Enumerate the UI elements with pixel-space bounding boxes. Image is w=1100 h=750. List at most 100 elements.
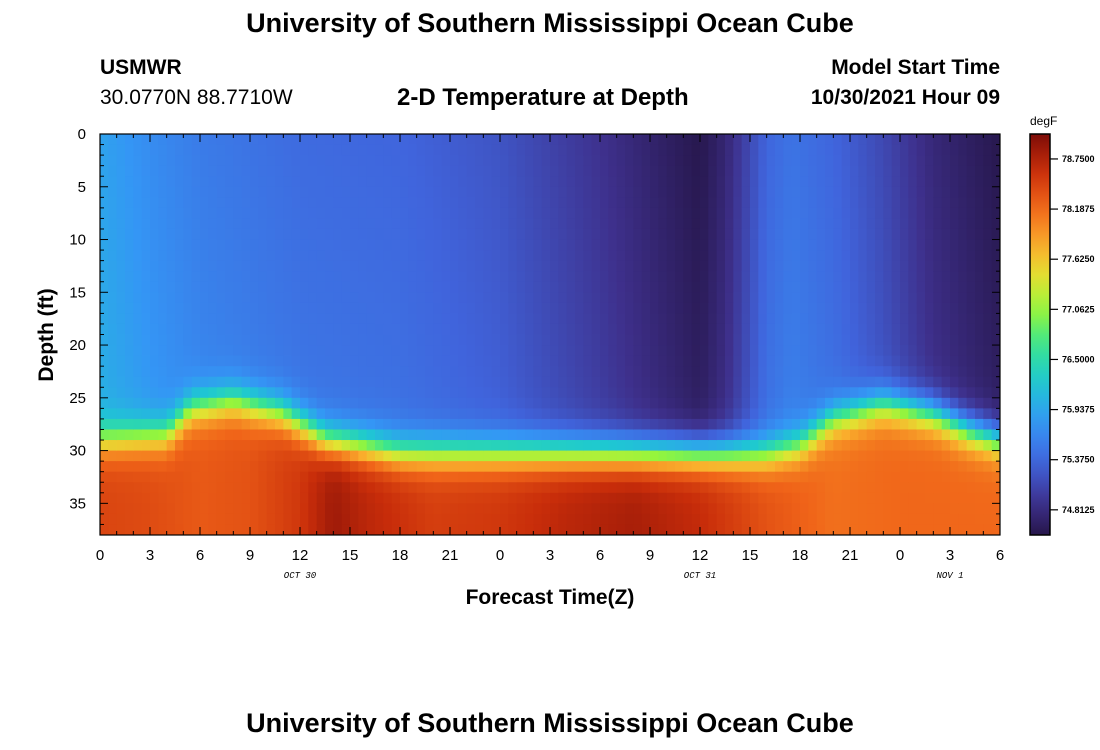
heatmap-cell [908, 345, 918, 357]
heatmap-cell [566, 228, 576, 241]
heatmap-cell [716, 376, 726, 388]
heatmap-cell [933, 461, 943, 473]
heatmap-cell [958, 207, 968, 220]
heatmap-cell [516, 207, 526, 220]
heatmap-cell [625, 260, 634, 272]
heatmap-cell [325, 176, 334, 188]
heatmap-cell [825, 355, 834, 367]
heatmap-cell [908, 186, 918, 198]
heatmap-cell [258, 218, 268, 230]
heatmap-cell [766, 271, 776, 283]
heatmap-cell [733, 197, 743, 209]
heatmap-cell [975, 408, 984, 420]
heatmap-cell [608, 134, 618, 146]
heatmap-cell [358, 165, 368, 177]
heatmap-cell [625, 450, 634, 462]
heatmap-cell [600, 387, 609, 399]
heatmap-cell [200, 313, 209, 325]
heatmap-cell [708, 228, 718, 241]
heatmap-cell [516, 302, 526, 314]
heatmap-cell [308, 271, 318, 283]
heatmap-cell [933, 292, 943, 304]
heatmap-cell [425, 207, 434, 220]
heatmap-cell [950, 239, 959, 251]
heatmap-cell [166, 461, 176, 473]
heatmap-cell [483, 461, 493, 473]
heatmap-cell [125, 408, 134, 420]
heatmap-cell [633, 271, 643, 283]
heatmap-cell [233, 260, 243, 272]
heatmap-cell [475, 334, 484, 346]
heatmap-cell [841, 260, 851, 272]
heatmap-cell [933, 513, 943, 526]
heatmap-cell [475, 302, 484, 314]
heatmap-cell [591, 281, 601, 293]
heatmap-cell [991, 345, 1000, 357]
heatmap-cell [716, 313, 726, 325]
heatmap-cell [566, 334, 576, 346]
heatmap-cell [150, 302, 159, 314]
heatmap-cell [741, 302, 751, 314]
heatmap-cell [166, 134, 176, 146]
heatmap-cell [133, 228, 143, 241]
heatmap-cell [625, 323, 634, 336]
heatmap-cell [550, 134, 559, 146]
heatmap-cell [316, 503, 326, 515]
heatmap-cell [383, 397, 393, 409]
heatmap-cell [641, 524, 651, 535]
heatmap-cell [633, 323, 643, 336]
heatmap-cell [650, 134, 659, 146]
heatmap-cell [116, 366, 126, 378]
heatmap-cell [550, 492, 559, 504]
heatmap-cell [825, 207, 834, 220]
heatmap-cell [933, 503, 943, 515]
heatmap-cell [600, 397, 609, 409]
heatmap-cell [916, 197, 926, 209]
heatmap-cell [966, 334, 976, 346]
heatmap-cell [808, 418, 818, 431]
heatmap-cell [350, 134, 359, 146]
heatmap-cell [966, 440, 976, 452]
heatmap-cell [458, 134, 468, 146]
heatmap-cell [241, 218, 251, 230]
heatmap-cell [800, 355, 809, 367]
heatmap-cell [833, 207, 843, 220]
heatmap-cell [858, 176, 868, 188]
heatmap-cell [175, 218, 184, 230]
heatmap-cell [816, 197, 826, 209]
heatmap-cell [566, 323, 576, 336]
heatmap-cell [450, 482, 459, 494]
heatmap-cell [441, 418, 451, 431]
heatmap-cells [100, 134, 1000, 535]
heatmap-cell [741, 228, 751, 241]
heatmap-cell [583, 376, 593, 388]
heatmap-cell [541, 281, 551, 293]
heatmap-cell [191, 345, 201, 357]
heatmap-cell [450, 524, 459, 535]
heatmap-cell [491, 450, 501, 462]
heatmap-cell [250, 323, 259, 336]
heatmap-cell [733, 524, 743, 535]
heatmap-cell [591, 513, 601, 526]
heatmap-cell [666, 376, 676, 388]
heatmap-cell [408, 218, 418, 230]
heatmap-cell [150, 176, 159, 188]
heatmap-cell [983, 376, 993, 388]
heatmap-cell [375, 334, 384, 346]
heatmap-cell [866, 165, 876, 177]
heatmap-cell [808, 461, 818, 473]
heatmap-cell [658, 292, 668, 304]
heatmap-cell [425, 218, 434, 230]
heatmap-cell [466, 313, 476, 325]
heatmap-cell [975, 471, 984, 483]
heatmap-cell [225, 271, 234, 283]
y-tick-label: 20 [69, 337, 86, 354]
heatmap-cell [491, 345, 501, 357]
heatmap-cell [566, 513, 576, 526]
heatmap-cell [425, 313, 434, 325]
heatmap-cell [266, 503, 276, 515]
heatmap-cell [316, 429, 326, 441]
heatmap-cell [291, 207, 301, 220]
heatmap-cell [208, 429, 218, 441]
heatmap-cell [716, 144, 726, 156]
